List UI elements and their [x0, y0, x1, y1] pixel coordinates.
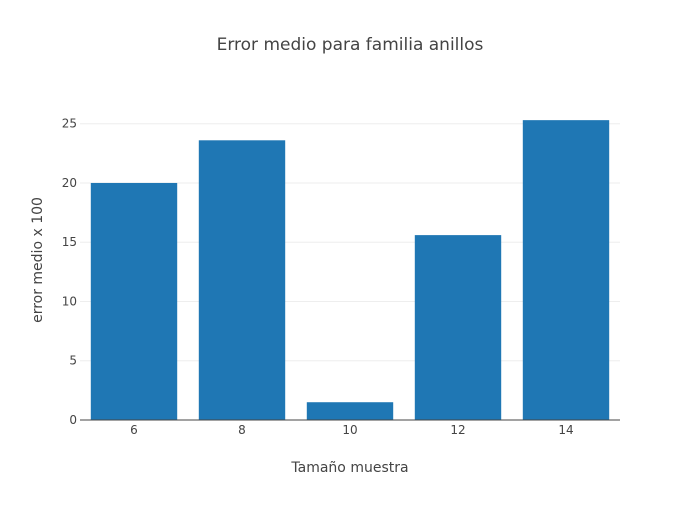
y-tick-label: 20 [62, 176, 77, 190]
bar-10[interactable] [306, 402, 394, 420]
x-tick-label: 6 [130, 423, 138, 437]
x-tick-label: 8 [238, 423, 246, 437]
x-tick-label: 12 [450, 423, 465, 437]
y-tick-label: 5 [69, 354, 77, 368]
bars [90, 120, 610, 421]
bar-14[interactable] [522, 120, 610, 421]
x-axis-title: Tamaño muestra [290, 460, 408, 476]
y-tick-labels: 0 5 10 15 20 25 [62, 117, 77, 427]
x-tick-label: 10 [342, 423, 357, 437]
y-tick-label: 15 [62, 235, 77, 249]
bar-6[interactable] [90, 182, 178, 420]
bar-12[interactable] [414, 235, 502, 420]
y-axis-title: error medio x 100 [30, 197, 46, 323]
chart-title: Error medio para familia anillos [217, 35, 484, 55]
y-tick-label: 0 [69, 413, 77, 427]
x-tick-label: 14 [558, 423, 573, 437]
x-tick-labels: 6 8 10 12 14 [130, 423, 573, 437]
y-tick-label: 25 [62, 117, 77, 131]
y-tick-label: 10 [62, 294, 77, 308]
bar-8[interactable] [198, 140, 286, 420]
